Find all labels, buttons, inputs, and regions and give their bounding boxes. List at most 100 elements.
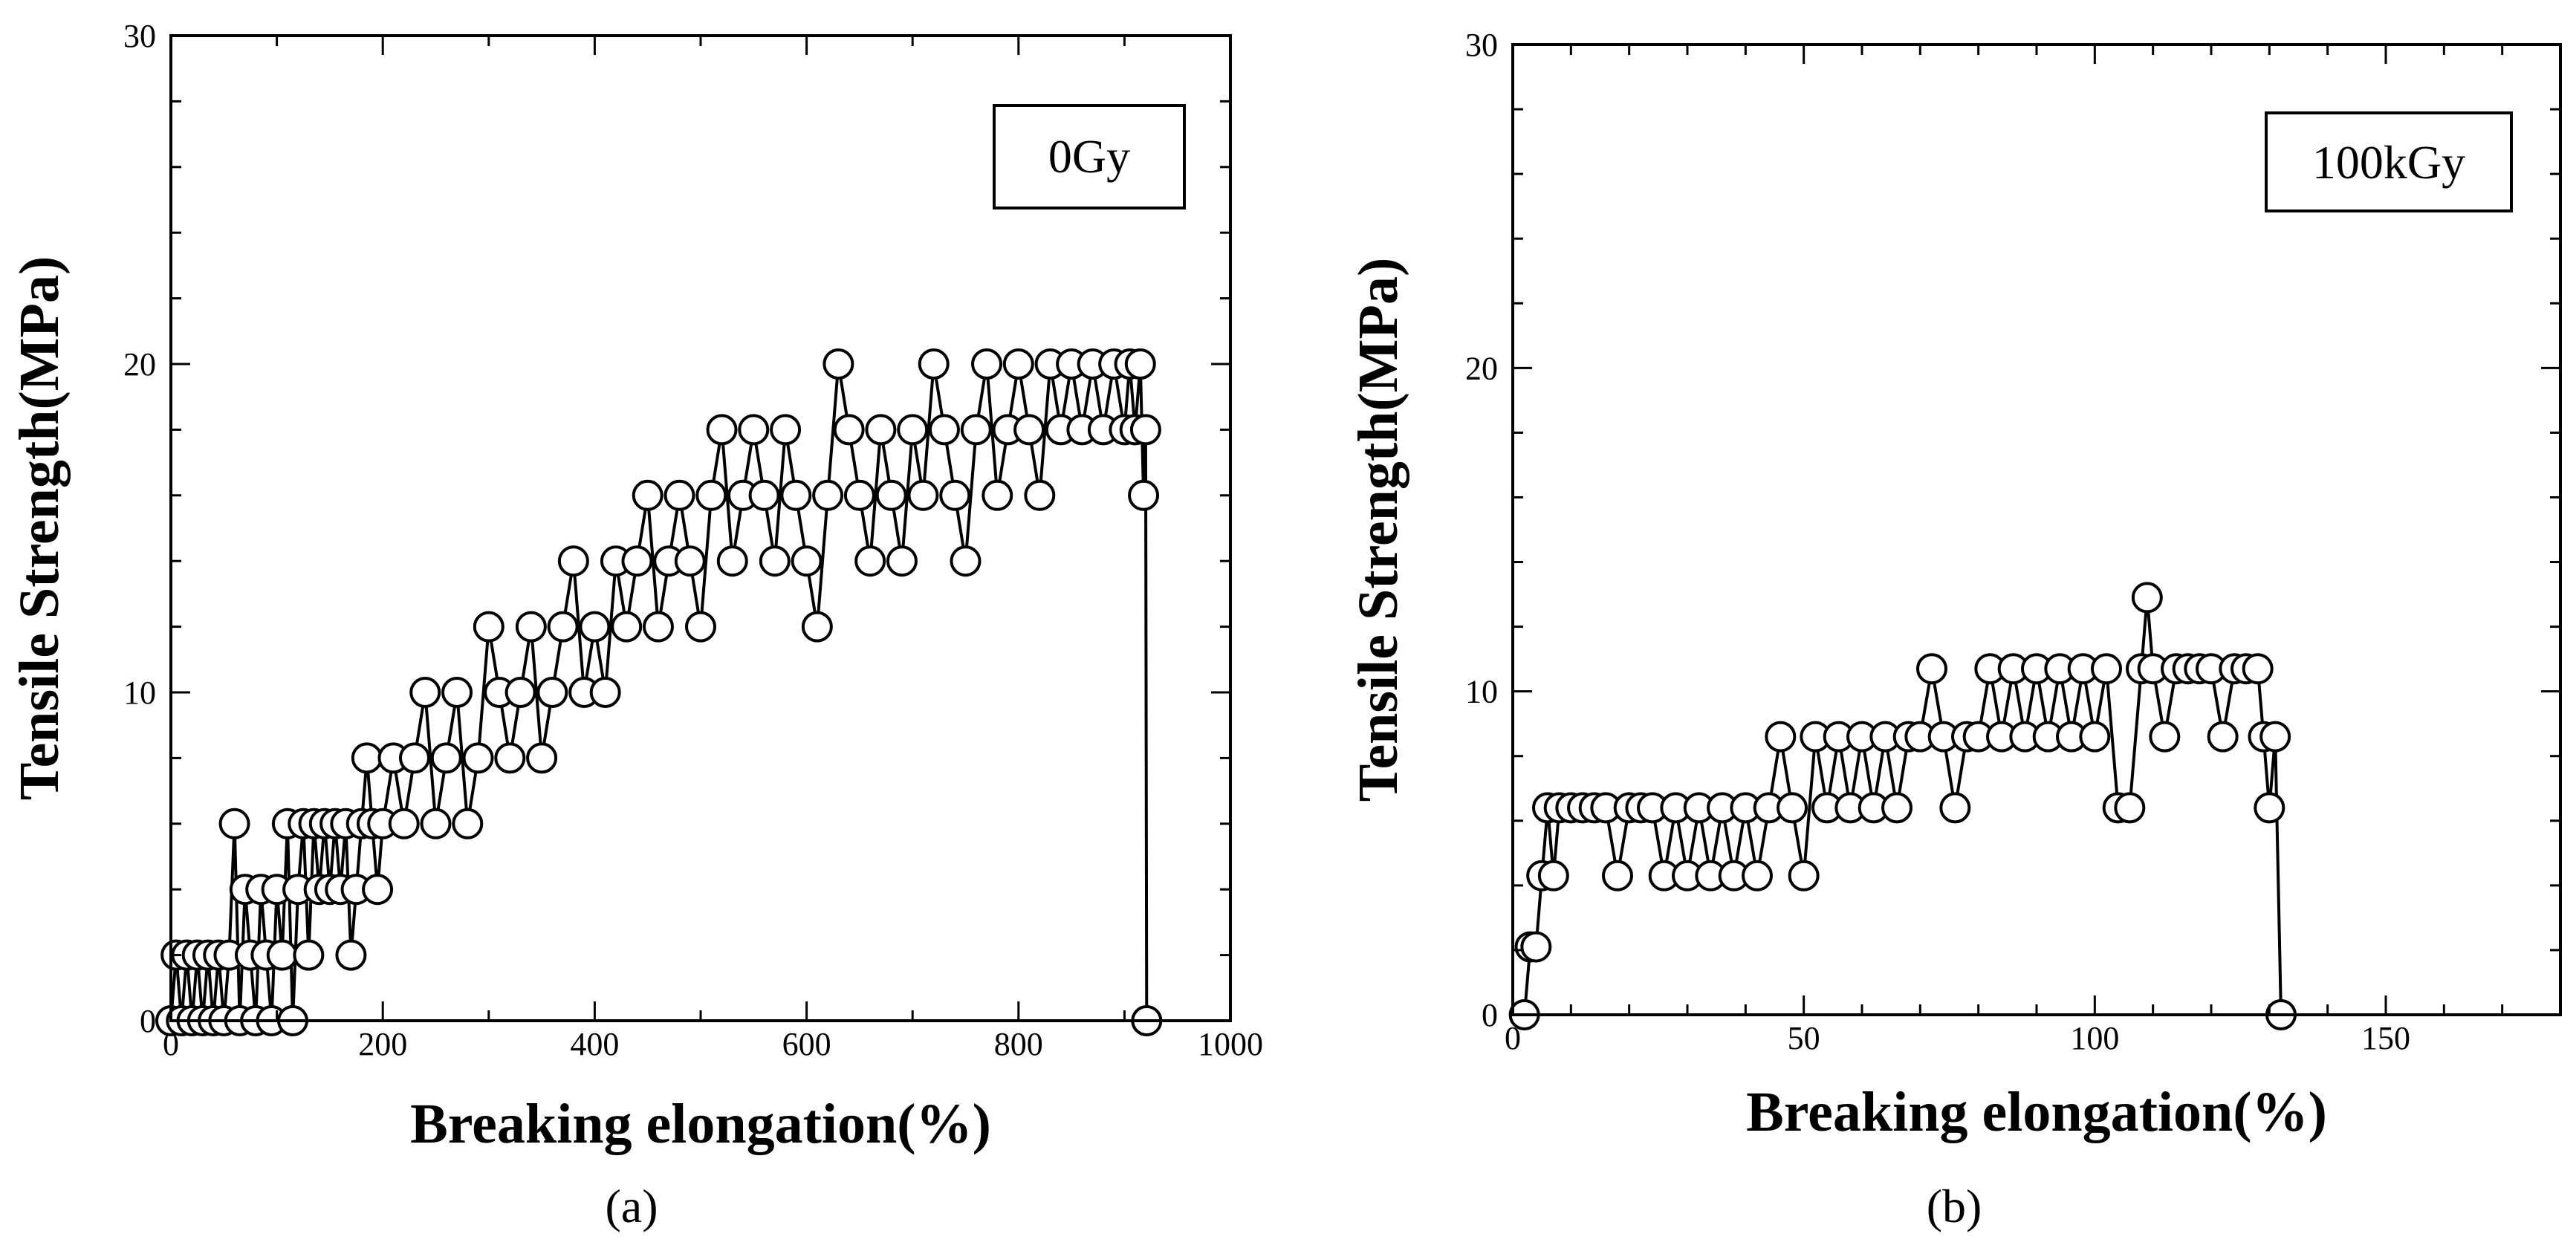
data-point [865,414,897,446]
data-point [579,611,611,643]
data-point [452,808,484,839]
data-point [266,939,298,971]
ticks-layer-b: 0 50 100 150 0 10 20 30 [1465,27,2562,1056]
data-point [430,742,462,774]
series-line-a [169,363,1149,1021]
legend-label-a: 0Gy [1048,130,1130,183]
data-point [791,545,823,577]
y-tick-label: 30 [123,18,156,54]
data-point [611,611,643,643]
data-point [950,545,982,577]
data-point [2259,721,2291,753]
data-point [1128,479,1160,511]
data-point [494,742,526,774]
y-tick-label: 0 [140,1003,156,1039]
y-tick-label: 20 [123,346,156,383]
data-point [409,677,441,708]
data-point [674,545,706,577]
data-point [351,742,383,774]
data-point [505,677,536,708]
data-point [536,677,568,708]
x-tick-label: 50 [1788,1020,1820,1056]
x-tick-label: 0 [1505,1020,1521,1056]
data-point [823,348,854,380]
data-point [473,611,505,643]
data-point [886,545,918,577]
data-point [398,742,430,774]
data-point [907,479,939,511]
x-tick-label: 1000 [1198,1026,1263,1062]
data-point [2242,653,2274,685]
data-point [2207,721,2239,753]
data-point [982,479,1013,511]
y-tick-label: 30 [1465,27,1498,63]
data-point [971,348,1003,380]
data-point [2149,721,2181,753]
legend-frame-a [993,104,1186,209]
data-point [1124,348,1156,380]
data-point [780,479,812,511]
data-point [632,479,664,511]
data-point [1916,653,1947,685]
data-point [801,611,833,643]
data-point [1013,414,1045,446]
series-layer-a [155,348,1163,1036]
chart-panel-b: 0 50 100 150 0 10 20 30 100kGy Breaking elongat… [1347,27,2562,1232]
data-point [589,677,621,708]
data-point [928,414,960,446]
data-point [706,414,738,446]
data-point [759,545,791,577]
data-point [1537,860,1569,891]
data-point [738,414,770,446]
x-axis-title-b: Breaking elongation(%) [1746,1081,2327,1143]
data-point [1024,479,1056,511]
legend-box-b: 100kGy [2265,111,2513,212]
data-point [1602,860,1633,891]
data-point [854,545,886,577]
data-point [557,545,589,577]
y-tick-label: 10 [1465,674,1498,710]
data-point [1777,792,1808,824]
legend-box-a: 0Gy [993,104,1186,209]
ticks-layer-a: 0 200 400 600 800 1000 0 10 20 30 [123,18,1263,1062]
legend-label-b: 100kGy [2312,136,2465,189]
x-tick-label: 0 [163,1026,179,1062]
x-tick-label: 150 [2361,1020,2410,1056]
data-point [1742,860,1773,891]
data-point [1520,931,1552,963]
data-point [812,479,844,511]
y-axis-title-a: Tensile Strength(MPa) [8,256,71,801]
data-point [843,479,875,511]
data-point [2091,653,2122,685]
data-point [1129,414,1161,446]
legend-frame-b [2265,111,2513,212]
data-point [362,874,394,906]
series-layer-b [1508,582,2297,1030]
data-point [642,611,674,643]
data-point [939,479,971,511]
x-axis-title-a: Breaking elongation(%) [410,1093,991,1155]
panel-caption-b: (b) [1927,1180,1982,1232]
data-point [1939,792,1971,824]
data-point [1788,860,1820,891]
x-tick-label: 400 [570,1026,619,1062]
data-point [685,611,716,643]
x-tick-label: 100 [2070,1020,2119,1056]
y-tick-label: 20 [1465,350,1498,386]
data-point [515,611,547,643]
data-point [1002,348,1034,380]
y-tick-label: 0 [1482,997,1498,1033]
data-point [875,479,907,511]
data-point [388,808,420,839]
data-point [2114,792,2146,824]
panel-caption-a: (a) [605,1180,658,1232]
data-point [695,479,727,511]
chart-panel-a: 0 200 400 600 800 1000 0 10 20 30 0Gy Breaking el… [8,18,1263,1232]
x-tick-label: 200 [358,1026,407,1062]
data-point [335,939,367,971]
data-point [2254,792,2285,824]
data-point [441,677,473,708]
data-point [897,414,929,446]
